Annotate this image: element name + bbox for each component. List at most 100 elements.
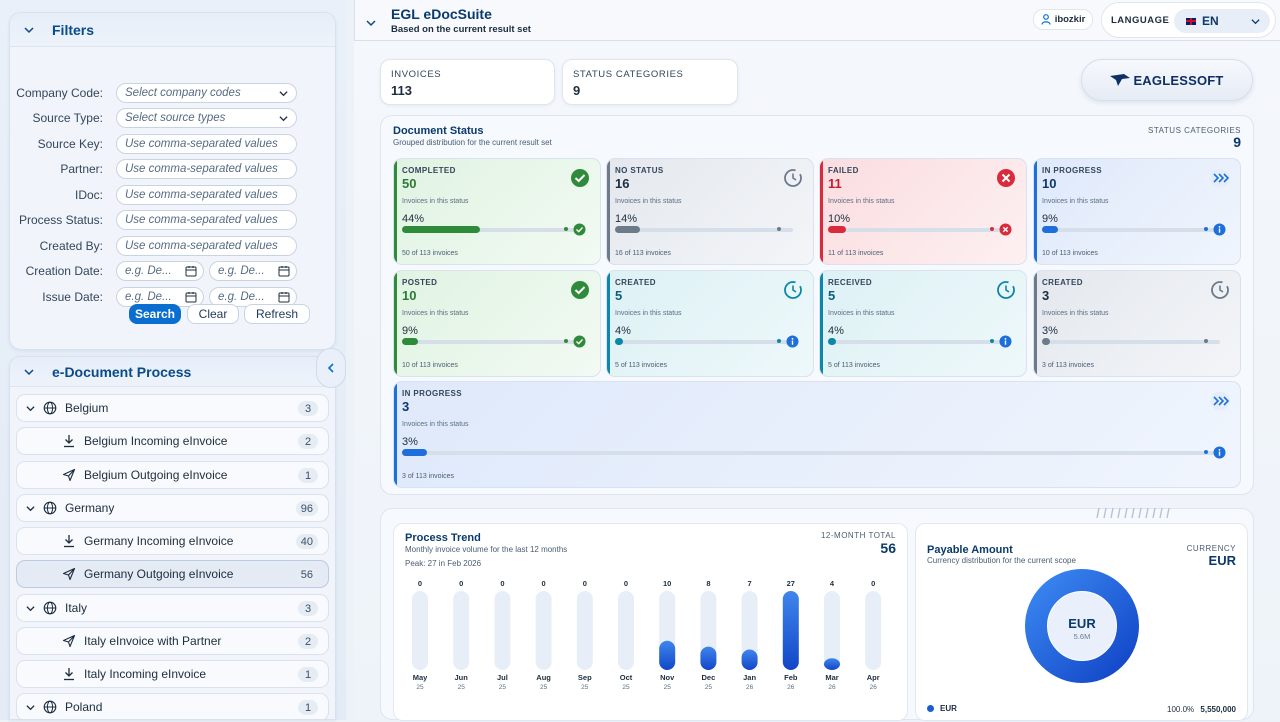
chevron-down-icon[interactable] <box>26 703 35 712</box>
filter-select[interactable]: Select source types <box>116 108 297 128</box>
trend-bar[interactable] <box>700 646 717 670</box>
uk-flag-icon <box>1186 17 1196 25</box>
status-card[interactable]: POSTED 10 Invoices in this status 9% 10 of 1… <box>393 270 601 377</box>
progress-end-dot <box>564 339 568 343</box>
status-label: COMPLETED <box>402 166 456 175</box>
status-accent-bar <box>607 159 610 264</box>
month-label: May <box>413 673 428 682</box>
chevron-down-icon[interactable] <box>26 604 35 613</box>
filters-header[interactable]: Filters <box>10 13 335 47</box>
month-label: Aug <box>536 673 551 682</box>
status-card[interactable]: IN PROGRESS 10 Invoices in this status 9% 10… <box>1033 158 1241 265</box>
status-label: IN PROGRESS <box>1042 166 1102 175</box>
legend-values: 100.0% 5,550,000 <box>1167 705 1236 714</box>
status-card[interactable]: RECEIVED 5 Invoices in this status 4% 5 of 1… <box>819 270 1027 377</box>
kpi-invoices-value: 113 <box>391 83 412 98</box>
filter-input[interactable]: Use comma-separated values <box>116 185 297 205</box>
month-label: Oct <box>620 673 633 682</box>
calendar-icon <box>278 266 290 277</box>
date-picker-to[interactable]: e.g. De... <box>209 261 297 281</box>
filter-row: Company Code: Select company codes <box>10 83 337 103</box>
status-sub-label: Invoices in this status <box>1042 310 1109 317</box>
collapse-panel-button[interactable] <box>316 348 346 388</box>
status-accent-bar <box>394 382 397 487</box>
date-placeholder: e.g. De... <box>218 265 265 277</box>
tree-group[interactable]: Poland 1 <box>16 693 329 719</box>
app-title: EGL eDocSuite <box>391 6 492 22</box>
refresh-button[interactable]: Refresh <box>244 304 310 324</box>
status-progress-track <box>615 226 793 233</box>
info-icon <box>1213 446 1226 459</box>
filter-input[interactable]: Use comma-separated values <box>116 236 297 256</box>
status-card[interactable]: COMPLETED 50 Invoices in this status 44% 50 … <box>393 158 601 265</box>
status-card[interactable]: CREATED 3 Invoices in this status 3% 3 of 11… <box>1033 270 1241 377</box>
send-icon <box>62 567 76 581</box>
tree-group[interactable]: Italy 3 <box>16 594 329 622</box>
status-progress-track <box>828 335 1012 348</box>
status-accent-bar <box>820 159 823 264</box>
trend-bar-chart: 0 May 25 0 Jun 25 0 Jul 25 0 Aug 25 0 Sep 25 0 Oct 25 10 No… <box>412 579 882 691</box>
chevron-down-icon[interactable] <box>24 367 34 377</box>
tree-item[interactable]: Italy Incoming eInvoice 1 <box>16 660 329 688</box>
status-accent-bar <box>394 271 397 376</box>
bar-value-label: 0 <box>871 579 875 588</box>
date-picker-from[interactable]: e.g. De... <box>116 261 204 281</box>
legend-item[interactable]: EUR <box>927 704 957 713</box>
clear-button[interactable]: Clear <box>187 304 239 324</box>
status-percent: 4% <box>615 325 631 337</box>
globe-icon <box>43 401 57 415</box>
tree-group[interactable]: Germany 96 <box>16 494 329 522</box>
currency-donut[interactable] <box>1023 567 1141 685</box>
chevron-down-icon[interactable] <box>366 15 376 33</box>
filter-input[interactable]: Use comma-separated values <box>116 134 297 154</box>
process-title: e-Document Process <box>52 363 192 380</box>
trend-peak: Peak: 27 in Feb 2026 <box>405 559 482 568</box>
bar-value-label: 8 <box>706 579 710 588</box>
filter-input[interactable]: Use comma-separated values <box>116 210 297 230</box>
eagle-logo-icon <box>1110 74 1131 86</box>
tree-item[interactable]: Belgium Incoming eInvoice 2 <box>16 427 329 455</box>
tree-item[interactable]: Belgium Outgoing eInvoice 1 <box>16 461 329 489</box>
filter-placeholder: Use comma-separated values <box>125 163 278 175</box>
status-progress-fill <box>1042 226 1059 233</box>
filter-select[interactable]: Select company codes <box>116 83 297 103</box>
send-icon <box>62 634 76 648</box>
process-header[interactable]: e-Document Process <box>10 357 335 387</box>
progress-end-dot <box>564 227 568 231</box>
document-status-subtitle: Grouped distribution for the current res… <box>393 138 552 147</box>
status-label: NO STATUS <box>615 166 664 175</box>
chevron-down-icon[interactable] <box>26 404 35 413</box>
donut-center-label: EUR <box>1068 616 1096 631</box>
filter-row: Created By: Use comma-separated values <box>10 236 337 256</box>
chevron-down-icon[interactable] <box>26 504 35 513</box>
status-label: POSTED <box>402 278 438 287</box>
trend-title: Process Trend <box>405 532 481 544</box>
status-card[interactable]: FAILED 11 Invoices in this status 10% 11 of … <box>819 158 1027 265</box>
tree-item[interactable]: Italy eInvoice with Partner 2 <box>16 627 329 655</box>
trend-bar[interactable] <box>782 591 799 670</box>
tree-item-label: Belgium Incoming eInvoice <box>84 434 228 448</box>
count-badge: 1 <box>298 667 318 682</box>
tree-group[interactable]: Belgium 3 <box>16 394 329 422</box>
filter-input[interactable]: Use comma-separated values <box>116 159 297 179</box>
trend-bar[interactable] <box>741 649 758 670</box>
status-card[interactable]: NO STATUS 16 Invoices in this status 14% 16 … <box>606 158 814 265</box>
search-button[interactable]: Search <box>129 304 181 324</box>
status-categories-label: STATUS CATEGORIES <box>1148 126 1241 135</box>
user-button[interactable]: ibozkir <box>1033 9 1093 30</box>
status-card[interactable]: CREATED 5 Invoices in this status 4% 5 of 11… <box>606 270 814 377</box>
filter-actions: Search Clear Refresh <box>10 304 337 324</box>
status-card[interactable]: IN PROGRESS 3 Invoices in this status 3% 3 o… <box>393 381 1241 488</box>
document-status-title: Document Status <box>393 125 484 137</box>
tree-item[interactable]: Germany Incoming eInvoice 40 <box>16 527 329 555</box>
trend-bar[interactable] <box>659 640 676 670</box>
check-small-icon <box>573 335 586 348</box>
status-count: 10 <box>402 288 417 303</box>
language-select[interactable]: EN <box>1174 9 1270 33</box>
legend-amount: 5,550,000 <box>1200 705 1236 714</box>
tree-item-label: Italy Incoming eInvoice <box>84 667 207 681</box>
trend-bar[interactable] <box>824 658 840 670</box>
status-count: 50 <box>402 176 417 191</box>
chevron-down-icon[interactable] <box>24 25 34 35</box>
tree-item[interactable]: Germany Outgoing eInvoice 56 <box>16 560 329 588</box>
